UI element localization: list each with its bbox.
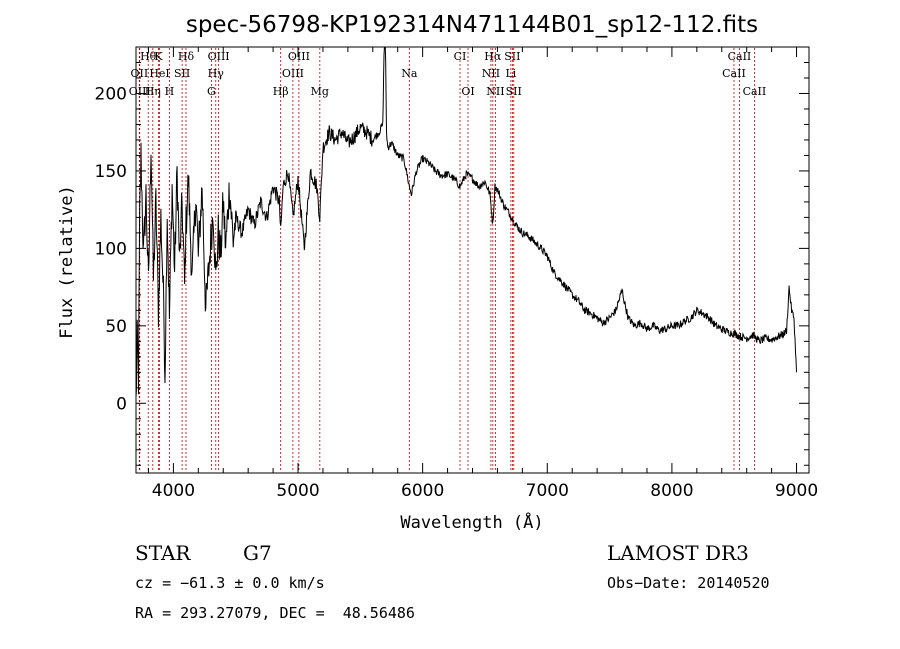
x-tick-label: 4000 [152, 481, 195, 501]
line-marker-label: OIII [208, 50, 230, 63]
redshift-cz: cz = −61.3 ± 0.0 km/s [135, 574, 325, 592]
line-marker-label: K [154, 50, 163, 63]
line-marker-label: OIII [129, 85, 151, 98]
line-marker-label: HeI [149, 67, 169, 80]
line-marker-label: OIII [282, 67, 304, 80]
line-marker-label: CaII [743, 85, 767, 98]
line-marker-label: NII [486, 85, 504, 98]
line-marker-label: CaII [728, 50, 752, 63]
line-marker-label: G [207, 85, 216, 98]
line-marker-label: CaII [722, 67, 746, 80]
line-marker-label: Hα [484, 50, 502, 63]
line-marker-label: Na [401, 67, 418, 80]
line-marker-label: Hη [145, 85, 161, 98]
line-marker-label: Hβ [273, 85, 289, 98]
x-tick-label: 6000 [401, 481, 444, 501]
x-tick-label: 7000 [526, 481, 569, 501]
obs-date: Obs−Date: 20140520 [607, 574, 770, 592]
x-axis-label: Wavelength (Å) [400, 511, 543, 533]
subclass: G7 [243, 541, 272, 565]
coordinates: RA = 293.27079, DEC = 48.56486 [135, 604, 415, 622]
line-marker-label: Hδ [178, 50, 195, 63]
spectrum-line [135, 46, 797, 397]
line-marker-label: SII [174, 67, 190, 80]
line-marker-label: H [165, 85, 175, 98]
x-tick-label: 8000 [650, 481, 693, 501]
y-tick-label: 50 [105, 317, 127, 337]
line-marker-label: CI [454, 50, 467, 63]
x-tick-label: 9000 [775, 481, 818, 501]
y-tick-label: 0 [116, 394, 127, 414]
line-marker-label: OIII [288, 50, 310, 63]
y-tick-label: 100 [95, 239, 127, 259]
y-axis-label: Flux (relative) [57, 185, 77, 339]
line-marker-label: Hγ [208, 67, 225, 80]
axis-ticks: 4000 5000 6000 7000 8000 9000 0 50 100 150 200 [95, 47, 818, 501]
x-tick-label: 5000 [276, 481, 319, 501]
y-tick-label: 200 [95, 84, 127, 104]
chart-title: spec-56798-KP192314N471144B01_sp12-112.f… [186, 12, 758, 38]
line-marker-label: SII [504, 50, 520, 63]
y-tick-label: 150 [95, 162, 127, 182]
object-class: STAR [135, 541, 191, 565]
survey-name: LAMOST DR3 [607, 541, 749, 565]
plot-frame [135, 46, 810, 474]
line-marker-label: Mg [311, 85, 329, 98]
line-marker-label: Li [505, 67, 516, 80]
line-marker-label: SII [506, 85, 522, 98]
line-marker-label: OI [461, 85, 474, 98]
line-marker-label: NII [482, 67, 500, 80]
